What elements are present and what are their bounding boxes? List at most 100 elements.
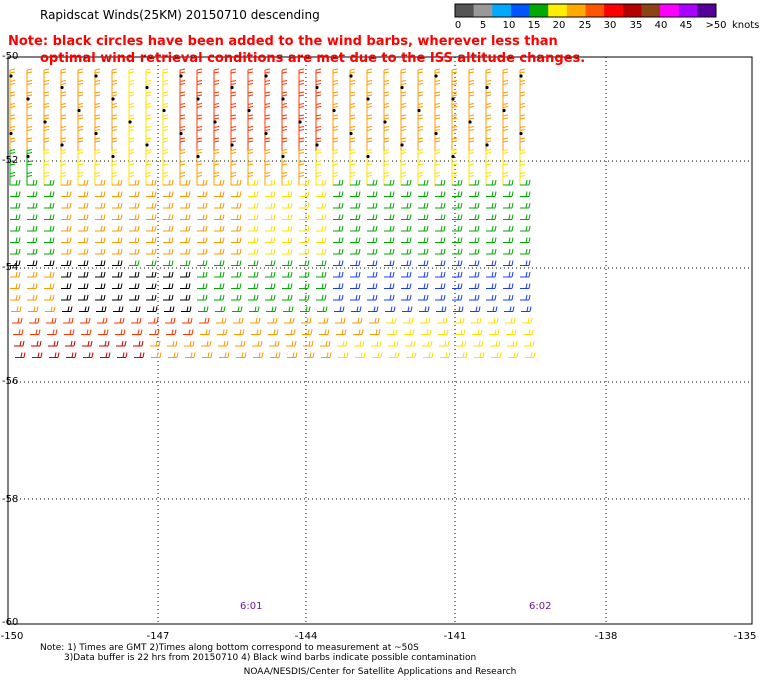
barb-flag [258, 317, 261, 324]
wind-barb [349, 137, 356, 151]
wind-barb [369, 317, 380, 324]
barb-flag [323, 317, 326, 324]
barb-flag [117, 179, 120, 186]
barb-flag [315, 68, 322, 71]
barb-flag [462, 317, 465, 324]
wind-barb [315, 103, 322, 117]
barb-flag [187, 317, 190, 324]
barb-flag [443, 294, 446, 301]
barb-flag [400, 114, 407, 117]
wind-barb [520, 283, 531, 289]
wind-barb [179, 160, 186, 174]
barb-flag [358, 294, 361, 301]
wind-barb [115, 329, 126, 335]
barb-flag [460, 248, 463, 255]
wind-barb [196, 80, 203, 94]
barb-flag [519, 126, 526, 128]
barb-flag [247, 129, 254, 131]
barb-flag [43, 91, 50, 94]
wind-barb [452, 214, 463, 220]
barb-flag [443, 179, 446, 186]
wind-barb [179, 137, 186, 151]
barb-flag [359, 306, 362, 312]
barb-flag [511, 202, 514, 209]
wind-barb [384, 191, 395, 197]
barb-flag [26, 160, 33, 163]
barb-flag [43, 83, 50, 85]
wind-barb [285, 329, 296, 335]
wind-barb [251, 329, 262, 335]
barb-flag [426, 248, 429, 255]
barb-flag [49, 294, 52, 301]
wind-barb [286, 340, 297, 347]
barb-flag [70, 306, 73, 312]
barb-flag [338, 283, 341, 289]
barb-flag [213, 94, 220, 97]
barb-flag [111, 68, 118, 71]
barb-flag [138, 306, 141, 312]
barb-flag [32, 237, 35, 243]
barb-flag [481, 340, 484, 347]
barb-flag [9, 160, 16, 163]
wind-barb [265, 294, 276, 301]
barb-flag [60, 152, 67, 154]
wind-barb [162, 160, 169, 174]
barb-flag [26, 175, 33, 177]
barb-flag [9, 172, 16, 174]
wind-barb [111, 172, 118, 186]
wind-barb [128, 126, 135, 140]
barb-flag [171, 191, 174, 197]
barb-flag [383, 160, 390, 163]
barb-flag [69, 271, 72, 278]
barb-flag [83, 214, 86, 220]
wind-barb [435, 237, 446, 243]
barb-flag [477, 191, 480, 197]
wind-barb [77, 114, 84, 128]
wind-barb [486, 271, 497, 278]
barb-flag [49, 202, 52, 209]
barb-flag [307, 191, 310, 197]
barb-flag [66, 283, 69, 289]
barb-flag [26, 80, 33, 82]
wind-barb [231, 248, 242, 255]
wind-barb [180, 283, 191, 289]
wind-barb [283, 306, 294, 312]
wind-barb [9, 114, 16, 128]
barb-flag [434, 129, 441, 131]
barb-flag [154, 283, 157, 289]
barb-flag [423, 202, 426, 209]
barb-flag [43, 152, 50, 154]
wind-barb [332, 137, 339, 151]
wind-barb [111, 126, 118, 140]
wind-barb [112, 214, 123, 220]
barb-flag [94, 172, 101, 174]
barb-flag [451, 103, 458, 105]
barb-flag [502, 126, 509, 128]
barb-flag [60, 94, 67, 97]
barb-flag [332, 83, 339, 85]
barb-flag [287, 248, 290, 255]
wind-barb [316, 225, 327, 232]
wind-barb [503, 271, 514, 278]
wind-barb [265, 237, 276, 243]
barb-flag [111, 160, 118, 163]
wind-barb [418, 260, 429, 266]
wind-barb [519, 137, 526, 151]
wind-barb [469, 179, 480, 186]
barb-flag [358, 179, 361, 186]
barb-flag [202, 225, 205, 232]
barb-flag [171, 237, 174, 243]
barb-flag [9, 80, 16, 82]
barb-flag [273, 202, 276, 209]
barb-flag [324, 237, 327, 243]
wind-barb [485, 126, 492, 140]
barb-flag [100, 271, 103, 278]
wind-barb [10, 214, 21, 220]
wind-barb [452, 283, 463, 289]
wind-barb [95, 294, 106, 301]
wind-barb [9, 137, 16, 151]
wind-barb [299, 260, 310, 266]
barb-flag [230, 117, 237, 120]
wind-barb [435, 202, 446, 209]
barb-flag [426, 283, 429, 289]
